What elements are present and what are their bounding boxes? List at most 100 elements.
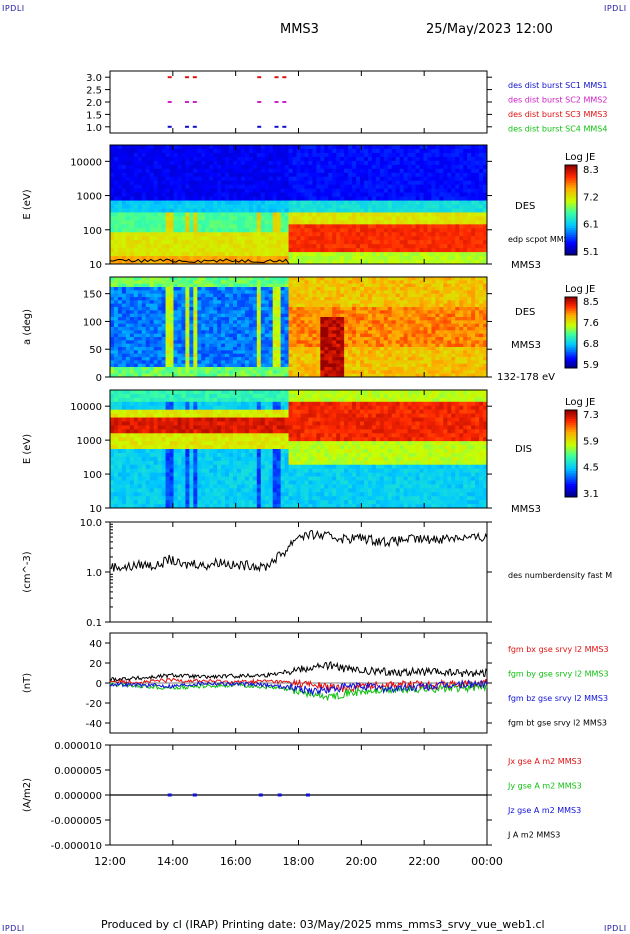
des-energy-cell	[471, 160, 476, 166]
des-energy-cell	[268, 180, 274, 186]
des-pitch-cell	[324, 370, 329, 375]
des-energy-cell	[153, 148, 159, 154]
des-energy-cell	[471, 172, 476, 178]
des-energy-cell	[471, 192, 476, 197]
des-pitch-cell	[121, 370, 127, 375]
des-energy-cell	[233, 208, 238, 213]
des-pitch-cell	[229, 367, 234, 371]
des-energy-cell	[173, 184, 178, 190]
des-energy-cell	[459, 152, 464, 158]
des-pitch-cell	[268, 373, 274, 378]
des-energy-cell	[427, 216, 432, 221]
des-pitch-cell	[165, 307, 170, 311]
des-pitch-cell	[332, 287, 337, 291]
des-pitch-cell	[173, 347, 178, 351]
des-pitch-cell	[125, 347, 131, 351]
des-pitch-cell	[193, 347, 198, 351]
des-energy-cell	[431, 192, 436, 197]
des-pitch-cell	[189, 313, 194, 318]
des-energy-cell	[133, 176, 139, 182]
des-pitch-cell	[268, 320, 274, 325]
des-energy-cell	[141, 224, 147, 229]
des-pitch-cell	[213, 327, 218, 331]
des-pitch-cell	[344, 323, 349, 328]
des-pitch-cell	[340, 360, 345, 365]
des-energy-cell	[145, 176, 151, 182]
des-pitch-cell	[387, 283, 393, 288]
des-energy-cell	[117, 232, 123, 237]
des-energy-cell	[205, 252, 210, 257]
des-energy-cell	[197, 204, 202, 209]
des-energy-cell	[411, 164, 416, 170]
des-pitch-cell	[363, 327, 369, 331]
des-pitch-cell	[240, 313, 246, 318]
des-pitch-cell	[300, 327, 305, 331]
des-pitch-cell	[304, 370, 309, 375]
des-energy-cell	[320, 176, 325, 182]
des-energy-cell	[141, 164, 147, 170]
des-pitch-cell	[110, 323, 115, 328]
des-pitch-cell	[367, 370, 373, 375]
des-energy-cell	[244, 196, 250, 201]
des-pitch-cell	[233, 300, 238, 305]
des-energy-cell	[415, 228, 420, 233]
des-pitch-cell	[137, 370, 143, 375]
des-pitch-cell	[193, 367, 198, 371]
des-energy-cell	[371, 184, 377, 190]
des-energy-cell	[288, 260, 293, 265]
des-energy-cell	[181, 224, 186, 229]
des-energy-cell	[391, 224, 397, 229]
des-energy-cell	[312, 164, 317, 170]
des-pitch-cell	[133, 327, 139, 331]
des-pitch-cell	[240, 307, 246, 311]
des-pitch-cell	[141, 297, 147, 301]
des-energy-cell	[205, 160, 210, 166]
des-energy-cell	[161, 260, 166, 265]
des-energy-cell	[415, 256, 420, 261]
des-energy-cell	[371, 244, 377, 249]
des-pitch-cell	[110, 373, 115, 378]
des-energy-cell	[177, 200, 182, 205]
des-pitch-cell	[157, 357, 162, 361]
des-energy-cell	[463, 148, 468, 154]
des-energy-cell	[403, 180, 409, 186]
des-pitch-cell	[304, 310, 309, 315]
des-energy-cell	[110, 236, 115, 241]
des-energy-cell	[213, 228, 218, 233]
des-energy-cell	[435, 252, 440, 257]
des-energy-cell	[324, 180, 329, 186]
des-pitch-cell	[316, 300, 321, 305]
des-energy-cell	[320, 148, 325, 154]
des-pitch-cell	[169, 323, 174, 328]
des-pitch-cell	[352, 307, 357, 311]
des-energy-cell	[475, 220, 480, 225]
des-energy-cell	[348, 184, 353, 190]
des-energy-cell	[244, 208, 250, 213]
des-pitch-cell	[173, 360, 178, 365]
des-energy-cell	[213, 216, 218, 221]
des-energy-cell	[129, 252, 135, 257]
des-energy-cell	[463, 168, 468, 174]
des-pitch-cell	[316, 370, 321, 375]
des-energy-cell	[244, 152, 250, 158]
des-pitch-cell	[197, 277, 202, 281]
des-pitch-cell	[244, 370, 250, 375]
des-pitch-cell	[336, 327, 341, 331]
des-pitch-cell	[387, 373, 393, 378]
des-energy-cell	[367, 145, 373, 150]
des-energy-cell	[336, 156, 341, 162]
des-energy-cell	[248, 216, 254, 221]
des-energy-cell	[133, 172, 139, 178]
des-energy-cell	[113, 244, 119, 249]
des-pitch-cell	[248, 300, 254, 305]
des-energy-cell	[276, 172, 282, 178]
des-pitch-cell	[165, 290, 170, 295]
des-pitch-cell	[193, 360, 198, 365]
des-energy-cell	[367, 172, 373, 178]
des-energy-cell	[387, 200, 393, 205]
des-energy-cell	[363, 196, 369, 201]
des-pitch-cell	[133, 323, 139, 328]
des-pitch-cell	[145, 290, 151, 295]
des-energy-cell	[363, 244, 369, 249]
des-energy-cell	[205, 176, 210, 182]
